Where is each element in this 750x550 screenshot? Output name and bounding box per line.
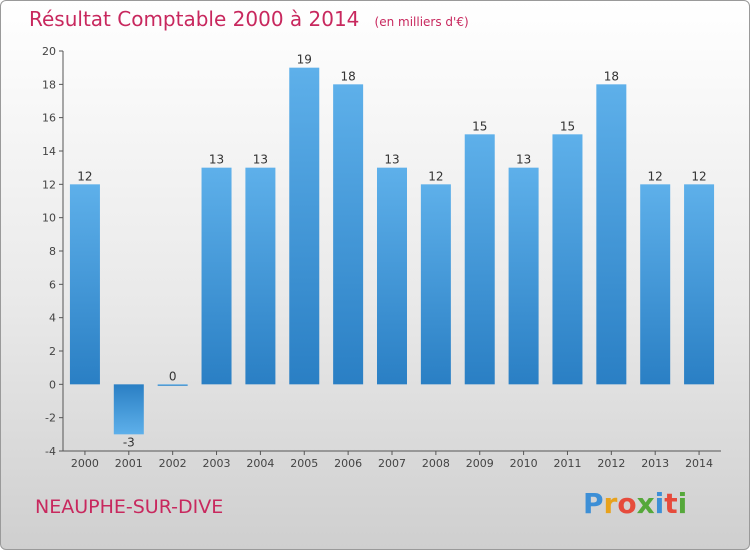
commune-name: NEAUPHE-SUR-DIVE <box>35 496 224 518</box>
bar <box>552 134 583 385</box>
x-tick-label: 2013 <box>641 457 669 470</box>
proxiti-logo: Proxiti <box>583 487 687 520</box>
data-label: 15 <box>472 119 487 133</box>
y-tick-label: -4 <box>45 445 56 458</box>
bar <box>289 67 320 385</box>
y-tick-label: 18 <box>42 78 56 91</box>
x-tick-label: 2004 <box>246 457 274 470</box>
data-label: 13 <box>209 153 224 167</box>
y-tick-label: 8 <box>49 245 56 258</box>
data-label: 15 <box>560 119 575 133</box>
data-label: 13 <box>253 153 268 167</box>
y-tick-label: 0 <box>49 378 56 391</box>
data-label: 18 <box>604 69 619 83</box>
bar <box>464 134 495 385</box>
x-tick-label: 2014 <box>685 457 713 470</box>
x-tick-label: 2001 <box>115 457 143 470</box>
bar <box>245 167 276 385</box>
data-label: 12 <box>428 169 443 183</box>
bar <box>508 167 539 385</box>
data-label: 13 <box>516 153 531 167</box>
y-tick-label: 2 <box>49 345 56 358</box>
data-label: 19 <box>297 53 312 67</box>
data-label: 0 <box>169 369 177 383</box>
logo-letter: r <box>603 487 618 520</box>
y-tick-label: 20 <box>42 45 56 58</box>
bar <box>69 184 100 385</box>
bar <box>684 184 715 385</box>
bar <box>157 384 188 386</box>
x-tick-label: 2006 <box>334 457 362 470</box>
chart-unit: (en milliers d'€) <box>374 15 469 29</box>
y-tick-label: 16 <box>42 112 56 125</box>
logo-letter: t <box>664 487 678 520</box>
y-tick-label: 4 <box>49 312 56 325</box>
data-label: 18 <box>340 69 355 83</box>
bar <box>420 184 451 385</box>
x-tick-label: 2005 <box>290 457 318 470</box>
bar <box>333 84 364 385</box>
x-tick-label: 2011 <box>553 457 581 470</box>
data-label: 12 <box>648 169 663 183</box>
bar <box>377 167 407 385</box>
y-tick-label: 10 <box>42 212 56 225</box>
logo-letter: i <box>677 487 688 520</box>
bar <box>201 167 232 385</box>
x-tick-label: 2012 <box>597 457 625 470</box>
x-tick-label: 2007 <box>378 457 406 470</box>
bar <box>113 384 144 435</box>
title-row: Résultat Comptable 2000 à 2014 (en milli… <box>29 7 469 31</box>
y-tick-label: -2 <box>45 412 56 425</box>
logo-letter: i <box>654 487 665 520</box>
data-label: 12 <box>77 169 92 183</box>
chart-title: Résultat Comptable 2000 à 2014 <box>29 7 360 31</box>
y-tick-label: 14 <box>42 145 56 158</box>
x-tick-label: 2010 <box>510 457 538 470</box>
x-tick-label: 2008 <box>422 457 450 470</box>
y-tick-label: 12 <box>42 178 56 191</box>
bar <box>596 84 627 385</box>
logo-letter: P <box>583 487 604 520</box>
y-tick-label: 6 <box>49 278 56 291</box>
data-label: -3 <box>123 435 135 449</box>
x-tick-label: 2009 <box>466 457 494 470</box>
bar <box>640 184 671 385</box>
data-label: 12 <box>691 169 706 183</box>
x-tick-label: 2002 <box>159 457 187 470</box>
plot-area: -4 -2 0 2 4 6 8 10 12 14 16 18 20 2000 12 2001 -3 2002 0 20… <box>42 45 721 470</box>
data-label: 13 <box>384 153 399 167</box>
logo-letter: x <box>636 487 655 520</box>
x-tick-label: 2003 <box>203 457 231 470</box>
logo-letter: o <box>617 487 637 520</box>
x-tick-label: 2000 <box>71 457 99 470</box>
